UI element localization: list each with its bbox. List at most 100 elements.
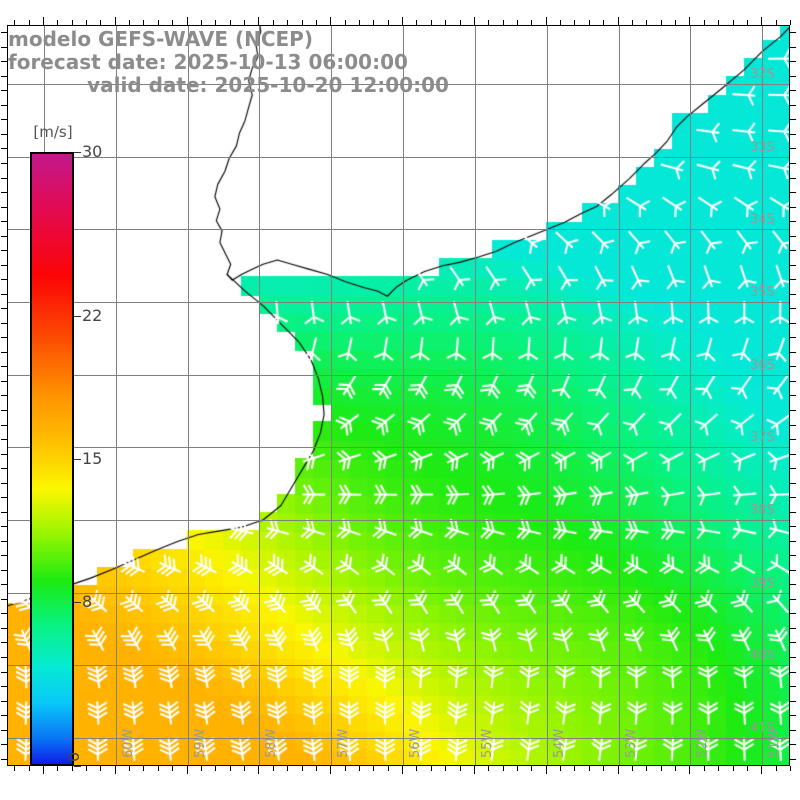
gridline-vertical <box>259 26 260 765</box>
axis-tick <box>330 17 331 25</box>
axis-tick <box>1 599 7 600</box>
axis-tick <box>790 148 796 149</box>
latitude-label: 34S <box>750 212 775 228</box>
axis-tick <box>790 526 796 527</box>
axis-tick <box>790 352 796 353</box>
axis-tick <box>1 759 7 760</box>
axis-tick <box>1 221 7 222</box>
axis-tick <box>1 192 7 193</box>
axis-tick <box>1 337 7 338</box>
latitude-label: 32S <box>750 67 775 83</box>
axis-tick <box>790 47 796 48</box>
longitude-label: 52W <box>695 728 711 758</box>
axis-tick <box>1 628 7 629</box>
axis-tick <box>287 20 288 25</box>
axis-tick <box>790 497 796 498</box>
axis-tick <box>345 20 346 25</box>
axis-tick <box>618 17 619 25</box>
axis-tick <box>316 20 317 25</box>
axis-tick <box>517 20 518 25</box>
axis-tick <box>1 148 7 149</box>
axis-tick <box>187 766 188 774</box>
axis-tick <box>675 766 676 771</box>
axis-tick <box>488 20 489 25</box>
axis-tick <box>661 20 662 25</box>
axis-tick <box>574 766 575 771</box>
axis-tick <box>546 766 547 774</box>
axis-tick <box>474 17 475 25</box>
latitude-label: 33S <box>750 139 775 155</box>
axis-tick <box>689 17 690 25</box>
axis-tick <box>388 20 389 25</box>
axis-tick <box>675 20 676 25</box>
axis-tick <box>790 207 796 208</box>
axis-tick <box>790 613 796 614</box>
axis-tick <box>790 192 796 193</box>
axis-tick <box>790 628 796 629</box>
axis-tick <box>129 766 130 771</box>
axis-tick <box>1 439 7 440</box>
axis-tick <box>632 20 633 25</box>
axis-tick <box>704 766 705 771</box>
axis-tick <box>359 766 360 771</box>
axis-tick <box>445 766 446 771</box>
axis-tick <box>373 766 374 771</box>
axis-tick <box>1 90 7 91</box>
axis-tick <box>704 20 705 25</box>
axis-tick <box>790 163 796 164</box>
axis-tick <box>460 766 461 771</box>
axis-tick <box>790 265 796 266</box>
axis-tick <box>330 766 331 774</box>
axis-tick <box>761 17 762 25</box>
axis-tick <box>790 512 796 513</box>
axis-tick <box>460 20 461 25</box>
colorbar-tick-label: 30 <box>82 142 103 161</box>
axis-tick <box>517 766 518 771</box>
axis-tick <box>230 20 231 25</box>
axis-tick <box>158 20 159 25</box>
axis-tick <box>790 90 796 91</box>
gridline-horizontal <box>8 447 789 448</box>
axis-tick <box>632 766 633 771</box>
gridline-vertical <box>331 26 332 765</box>
axis-tick <box>29 766 30 771</box>
axis-tick <box>273 766 274 771</box>
axis-tick <box>733 20 734 25</box>
axis-tick <box>574 20 575 25</box>
axis-tick <box>1 468 7 469</box>
axis-tick <box>100 766 101 771</box>
axis-tick <box>790 483 796 484</box>
gridline-vertical <box>188 26 189 765</box>
colorbar-tick-label: 22 <box>82 306 103 325</box>
axis-tick <box>1 32 7 33</box>
axis-tick <box>503 20 504 25</box>
axis-tick <box>646 20 647 25</box>
axis-tick <box>776 20 777 25</box>
colorbar-tick-label: 8 <box>82 592 93 611</box>
latitude-label: 35S <box>750 285 775 301</box>
axis-tick <box>402 17 403 25</box>
axis-tick <box>531 766 532 771</box>
axis-tick <box>1 381 7 382</box>
axis-tick <box>14 766 15 771</box>
axis-tick <box>776 766 777 771</box>
latitude-label: 40S <box>750 648 775 664</box>
gridline-horizontal <box>8 229 789 230</box>
axis-tick <box>57 766 58 771</box>
axis-tick <box>790 178 796 179</box>
gridline-vertical <box>547 26 548 765</box>
axis-tick <box>43 766 44 774</box>
colorbar-tick-mark <box>74 316 81 317</box>
latitude-label: 39S <box>750 575 775 591</box>
colorbar-tick-mark <box>74 766 81 767</box>
axis-tick <box>43 17 44 25</box>
axis-tick <box>215 766 216 771</box>
axis-tick <box>531 20 532 25</box>
axis-tick <box>445 20 446 25</box>
axis-tick <box>790 119 796 120</box>
gridline-horizontal <box>8 520 789 521</box>
axis-tick <box>790 395 796 396</box>
axis-tick <box>790 425 796 426</box>
longitude-label: 55W <box>479 728 495 758</box>
